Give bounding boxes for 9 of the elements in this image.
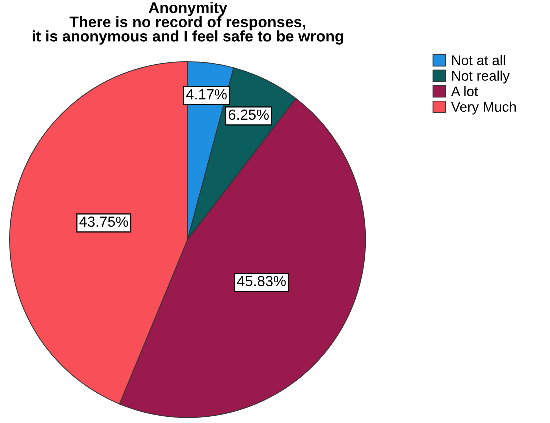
data-label: 6.25% [228,110,269,120]
data-label: 43.75% [80,216,128,228]
legend-label: A lot [451,86,478,97]
chart-title: Anonymity There is no record of responses, it is anonymous and I feel safe to be wrong [32,2,344,45]
data-label: 45.83% [237,276,286,286]
legend-label: Not really [452,70,510,84]
legend-label: Not at all [452,55,506,66]
data-label: 4.17% [186,89,227,100]
legend-label: Very Much [451,102,516,115]
